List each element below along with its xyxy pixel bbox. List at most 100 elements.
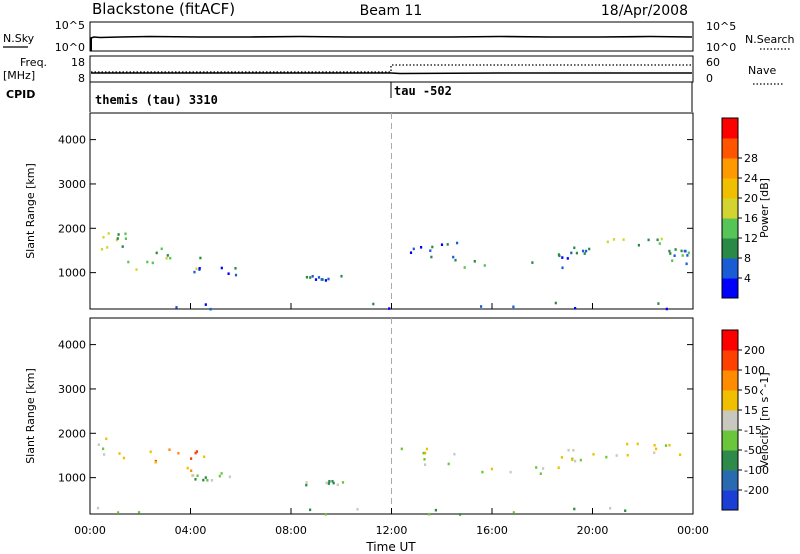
colorbar-tick-label: 16 [744,212,758,225]
data-cell [190,469,193,472]
data-cell [204,476,207,479]
data-cell [116,237,119,240]
colorbar-swatch [722,138,738,159]
data-cell [585,249,588,253]
data-cell [151,261,154,265]
data-cell [146,260,149,264]
colorbar-tick-label: 8 [744,252,751,265]
colorbar-tick-label: -100 [744,464,769,477]
data-cell [165,257,168,260]
data-cell [168,448,171,451]
swath-2 [193,266,238,277]
colorbar-swatch [722,450,738,471]
power-panel: 1000 2000 3000 4000 Slant Range [km] 4 8 12 16 20… [24,112,771,311]
colorbar-swatch [722,410,738,431]
data-cell [124,232,127,236]
colorbar-tick-label: 28 [744,152,758,165]
data-cell [100,248,104,251]
data-cell [572,449,575,452]
data-cell [122,456,125,460]
data-cell [684,249,687,253]
xtick-label: 20:00 [577,524,609,537]
colorbar-swatch [722,238,738,259]
data-cell [626,442,629,446]
colorbar-tick-label: 12 [744,232,758,245]
colorbar-tick-label: 100 [744,364,765,377]
data-cell [203,455,206,459]
ytick-label: 3000 [58,383,86,396]
ytick-label: 1000 [58,267,86,280]
data-cell [483,264,486,267]
data-cell [636,442,639,446]
data-cell [177,451,180,455]
data-cell [234,273,238,277]
data-cell [446,243,449,246]
swath-2 [192,472,231,482]
data-cell [656,238,659,242]
cpid-label: CPID [6,88,35,101]
data-cell [96,506,100,510]
colorbar-label: Velocity [m s^-1] [758,372,771,467]
colorbar-tick-label: 20 [744,192,758,205]
data-cell [194,478,197,481]
xtick-label: 00:00 [74,524,106,537]
data-cell [653,444,656,447]
data-cell [186,466,189,470]
data-cell [573,507,576,511]
data-cell [388,307,391,310]
data-cell [554,301,557,305]
colorbar-frame [721,329,739,511]
data-cell [665,307,668,311]
data-cell [588,247,591,251]
freq-tick-bottom: 8 [78,72,85,85]
data-cell [574,459,577,463]
colorbar-tick-label: -15 [744,424,762,437]
data-cell [423,458,426,461]
swath-4 [400,447,456,466]
data-cell [420,246,423,249]
panel-frame [89,112,694,310]
colorbar-tick-label: -200 [744,484,769,497]
colorbar-swatch [722,178,738,199]
data-cell [582,249,585,253]
nave-label: Nave [748,64,776,77]
data-cell [566,257,569,260]
swath-1 [127,247,202,271]
swath-5 [463,260,564,270]
beam-title: Beam 11 [360,3,423,19]
data-cell [647,238,650,242]
data-cell [658,242,661,245]
data-cell [228,475,231,479]
data-cell [626,453,629,457]
colorbar-tick-label: 15 [744,404,758,417]
data-cell [324,279,327,282]
data-cell [509,470,512,474]
nsearch-tick-top: 10^5 [706,20,736,33]
colorbar-swatch [722,278,738,299]
data-cell [190,457,193,460]
data-cell [428,512,431,516]
ytick-label: 2000 [58,222,86,235]
data-cell [227,272,230,275]
data-cell [118,452,121,455]
freq-panel: Freq. [MHz] 18 8 60 0 Nave [3,55,783,85]
data-cell [431,245,434,249]
data-cell [452,255,455,259]
data-cell [612,238,616,241]
data-cell [115,238,118,242]
ytick-label: 1000 [58,472,86,485]
data-cell [155,251,158,255]
data-cell [204,303,207,306]
data-cell [202,478,205,482]
swath-6 [560,448,595,463]
data-cell [606,240,609,244]
date-title: 18/Apr/2008 [601,3,688,19]
data-cell [324,513,327,516]
swath-3 [305,274,343,282]
data-cell [664,444,668,447]
ytick-label: 4000 [58,339,86,352]
colorbar-swatch [722,198,738,219]
data-cell [681,254,684,257]
swath-6 [557,246,591,260]
ylabel: Slant Range [km] [24,163,37,259]
